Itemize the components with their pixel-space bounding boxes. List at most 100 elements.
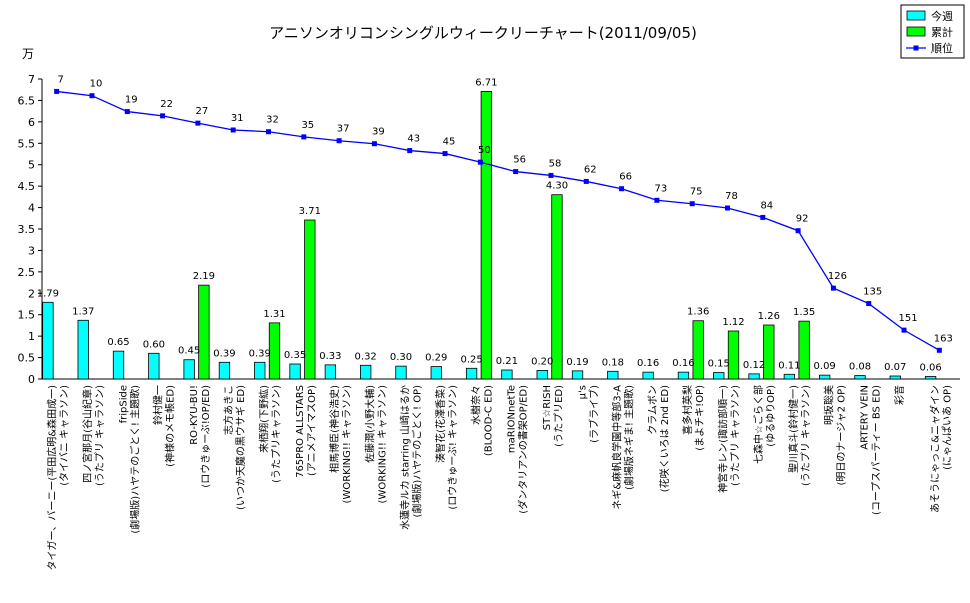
weekly-value-label: 0.11 — [778, 360, 800, 371]
category-label: 湊智花(花澤香菜) (ロウきゅーぶ! キャラソン) — [434, 385, 459, 510]
cumulative-value-label: 1.26 — [758, 311, 780, 322]
category-label-line: (アニメアイマスOP) — [307, 385, 318, 476]
legend-cumulative-label: 累計 — [931, 25, 953, 39]
category-label-line: あそうにゃっこ&ニャダイン — [928, 385, 941, 513]
rank-value-label: 32 — [266, 115, 279, 126]
rank-value-label: 84 — [760, 200, 773, 211]
weekly-value-label: 1.37 — [72, 306, 94, 317]
weekly-value-label: 0.33 — [319, 351, 341, 362]
category-label: 志方あきこ (いつか天魔の黒ウサギ ED) — [222, 385, 247, 510]
weekly-value-label: 0.25 — [460, 354, 482, 365]
rank-value-label: 37 — [337, 124, 350, 135]
weekly-value-label: 0.12 — [743, 360, 765, 371]
weekly-value-label: 0.65 — [107, 337, 129, 348]
category-label-line: 聖川真斗(鈴村健一) — [787, 385, 800, 473]
rank-value-label: 75 — [690, 187, 703, 198]
y-tick-label: 1 — [28, 330, 35, 343]
y-tick-label: 3 — [28, 244, 35, 257]
cumulative-bar — [763, 324, 775, 380]
category-label: 来栖翔(下野紘) (うたプリキャラソン) — [258, 385, 283, 483]
weekly-value-label: 0.06 — [919, 362, 941, 373]
rank-value-label: 62 — [584, 164, 597, 175]
weekly-value-label: 0.30 — [390, 352, 412, 363]
legend-rank-label: 順位 — [931, 41, 953, 55]
y-tick-label: 6.5 — [18, 94, 36, 107]
rank-value-label: 78 — [725, 191, 738, 202]
rank-marker — [407, 148, 413, 154]
rank-marker — [795, 228, 801, 234]
rank-marker — [830, 285, 836, 291]
category-label-line: (タイバニ キャラソン) — [59, 385, 71, 486]
weekly-value-label: 0.35 — [284, 350, 306, 361]
weekly-value-label: 0.39 — [249, 348, 271, 359]
category-label: 彩音 — [893, 385, 906, 405]
weekly-bar — [77, 319, 89, 380]
rank-value-label: 73 — [655, 183, 668, 194]
legend-weekly-swatch — [906, 10, 926, 21]
y-tick-label: 0 — [28, 373, 35, 386]
rank-marker — [160, 113, 166, 119]
chart-title: アニソンオリコンシングルウィークリーチャート(2011/09/05) — [269, 24, 697, 42]
rank-value-label: 45 — [443, 137, 456, 148]
rank-value-label: 31 — [231, 113, 244, 124]
rank-marker — [936, 347, 942, 353]
category-label-line: (うたプリキャラソン) — [271, 385, 283, 483]
weekly-bar — [501, 369, 513, 380]
category-label-line: 来栖翔(下野紘) — [258, 385, 271, 453]
category-label-line: fripSide — [118, 385, 129, 423]
category-label-line: 鈴村健一 — [152, 385, 165, 425]
rank-value-label: 163 — [934, 333, 953, 344]
category-label-line: (WORKING!! キャラソン) — [341, 385, 353, 504]
legend-cumulative-swatch — [906, 26, 926, 37]
category-label-line: (神様のメモ帳ED) — [164, 385, 177, 467]
weekly-bar — [819, 374, 831, 380]
y-tick-label: 5.5 — [18, 137, 36, 150]
category-label: fripSide (劇場版)ハヤテのごとく! 主題歌) — [118, 385, 141, 534]
rank-value-label: 43 — [407, 134, 420, 145]
rank-marker — [301, 134, 307, 140]
y-tick-label: 4.5 — [18, 180, 36, 193]
category-label-line: 湊智花(花澤香菜) — [434, 385, 447, 463]
legend: 今週 累計 順位 — [900, 4, 965, 59]
y-tick-label: 0.5 — [18, 352, 36, 365]
category-label: 相馬博臣(神谷浩史) (WORKING!! キャラソン) — [328, 385, 353, 504]
weekly-bar — [889, 375, 901, 380]
category-label-line: (ロウきゅーぶ!OP/ED) — [200, 385, 212, 488]
bars — [42, 91, 937, 380]
category-label: RO-KYU-BU! (ロウきゅーぶ!OP/ED) — [189, 385, 212, 488]
category-label-line: (ゆるゆりOP) — [765, 385, 777, 447]
weekly-bar — [607, 370, 619, 380]
weekly-value-label: 0.21 — [496, 356, 518, 367]
category-label-line: (うたプリ キャラソン) — [94, 385, 106, 486]
weekly-value-label: 0.39 — [213, 348, 235, 359]
category-label: μ's (ラブライブ) — [577, 385, 600, 443]
category-label-line: 765PRO ALLSTARS — [295, 385, 306, 478]
rank-value-label: 56 — [513, 155, 526, 166]
category-label-line: 彩音 — [893, 385, 906, 405]
y-axis: 0 0.5 1 1.5 2 2.5 3 3.5 4 4.5 5 5.5 6 6.5 7 — [18, 73, 960, 386]
rank-marker — [477, 159, 483, 165]
weekly-bar — [536, 370, 548, 380]
weekly-bar — [112, 350, 125, 380]
rank-value-label: 7 — [57, 74, 63, 85]
rank-marker — [689, 201, 695, 207]
legend-weekly-label: 今週 — [931, 9, 953, 23]
weekly-value-label: 0.09 — [814, 361, 836, 372]
rank-marker — [230, 127, 236, 133]
category-label: 四ノ宮那月(谷山紀章) (うたプリ キャラソン) — [81, 385, 106, 486]
category-label-line: 喜多村英梨 — [681, 385, 694, 435]
rank-value-label: 58 — [549, 158, 562, 169]
weekly-bar — [360, 364, 372, 380]
weekly-value-label: 0.16 — [672, 358, 694, 369]
cumulative-value-label: 2.19 — [193, 271, 215, 282]
category-label: 七森中☆ごらく部 (ゆるゆりOP) — [752, 385, 777, 464]
category-label: maRIONnetTe (ダンタリアンの書架OP/ED) — [507, 385, 530, 514]
cumulative-bar — [268, 322, 281, 380]
weekly-bar — [42, 301, 54, 380]
rank-marker — [336, 138, 342, 144]
weekly-value-label: 0.32 — [355, 351, 377, 362]
cumulative-bar — [551, 194, 563, 380]
category-label-line: タイガー、バーニー(平田広明&森田成一) — [46, 385, 59, 571]
category-label-line: (いつか天魔の黒ウサギ ED) — [234, 385, 247, 510]
